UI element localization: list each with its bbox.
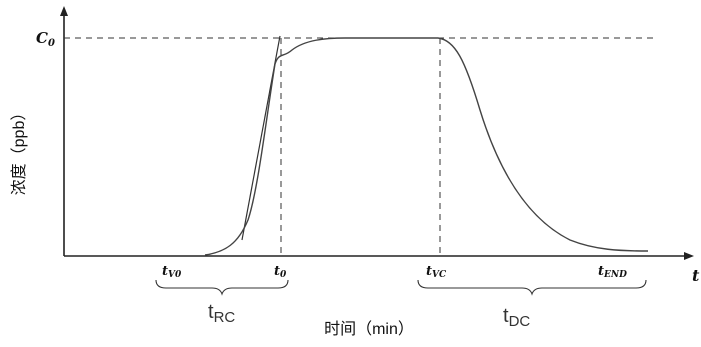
- tdc-label: tDC: [503, 305, 530, 330]
- x-axis-symbol: t: [692, 266, 700, 285]
- y-axis-arrow: [60, 6, 68, 16]
- x-axis-arrow: [684, 252, 694, 260]
- y-axis-label: 浓度（ppb）: [10, 105, 28, 196]
- tick-label-tv0: tV0: [162, 264, 182, 280]
- trc-label: tRC: [208, 301, 235, 326]
- tick-label-t0: t0: [274, 264, 287, 280]
- c0-label: C0: [36, 29, 55, 49]
- trc-brace: [155, 279, 289, 296]
- concentration-curve: [204, 37, 649, 256]
- tdc-brace: [417, 279, 647, 296]
- tick-label-tend: tEND: [598, 264, 627, 280]
- tick-label-tvc: tVC: [426, 264, 447, 280]
- x-axis-label: 时间（min）: [324, 320, 414, 338]
